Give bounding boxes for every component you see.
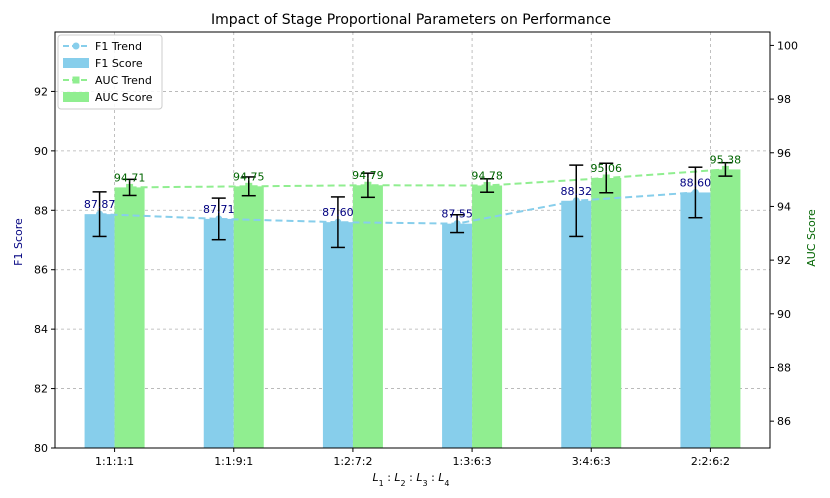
y-left-axis-label: F1 Score (12, 218, 25, 266)
f1-data-label: 87.60 (322, 206, 354, 219)
auc-trend-line (129, 168, 726, 189)
auc-data-label: 94.71 (114, 171, 146, 184)
x-axis-label-part: L (394, 471, 400, 484)
y-right-tick-label: 92 (777, 254, 791, 267)
f1-score-bar (680, 192, 711, 448)
auc-score-bar (710, 169, 741, 449)
auc-score-bar (233, 186, 264, 449)
y-right-axis-label: AUC Score (805, 209, 818, 267)
x-tick-label: 1:1:1:1 (95, 455, 134, 468)
f1-score-bar (203, 218, 234, 448)
legend-label: F1 Score (95, 57, 143, 70)
x-tick-label: 3:4:6:3 (572, 455, 611, 468)
auc-data-label: 95.38 (710, 153, 742, 166)
y-right-tick-label: 90 (777, 308, 791, 321)
chart-title: Impact of Stage Proportional Parameters … (211, 12, 611, 28)
auc-data-label: 94.79 (352, 169, 384, 182)
y-right-tick-label: 94 (777, 200, 791, 213)
x-axis-label-part: L (438, 471, 444, 484)
f1-data-label: 88.32 (561, 185, 593, 198)
y-left-tick-label: 90 (34, 145, 48, 158)
x-axis-label-part: L (416, 471, 422, 484)
f1-score-bar (322, 222, 353, 448)
legend-swatch-marker (72, 42, 80, 50)
x-axis-label-part: : (428, 471, 439, 484)
auc-score-bar (591, 178, 622, 449)
legend-label: AUC Score (95, 91, 153, 104)
auc-score-bar (114, 187, 145, 449)
lines-layer (96, 165, 729, 228)
y-left-tick-label: 84 (34, 323, 48, 336)
auc-data-label: 95.06 (591, 162, 623, 175)
f1-data-label: 87.71 (203, 203, 235, 216)
y-right-tick-label: 100 (777, 39, 798, 52)
x-axis-label: L1 : L2 : L3 : L4 (372, 471, 449, 488)
legend-label: F1 Trend (95, 40, 142, 53)
f1-data-label: 87.55 (441, 208, 473, 221)
y-left-tick-label: 80 (34, 442, 48, 455)
bars-layer (84, 169, 741, 449)
legend-box (57, 34, 163, 110)
f1-trend-line (99, 191, 696, 225)
legend: F1 Trend F1 Score AUC Trend AUC Score (57, 34, 163, 110)
x-axis-label-part: 3 (422, 479, 427, 488)
auc-score-bar (472, 185, 503, 448)
f1-data-label: 87.87 (84, 198, 116, 211)
y-left-tick-label: 88 (34, 204, 48, 217)
x-tick-label: 1:3:6:3 (453, 455, 492, 468)
y-left-tick-label: 86 (34, 264, 48, 277)
f1-score-bar (442, 223, 473, 448)
auc-data-label: 94.75 (233, 170, 265, 183)
auc-score-bar (352, 185, 383, 449)
y-right-tick-label: 88 (777, 361, 791, 374)
y-right-tick-label: 96 (777, 147, 791, 160)
f1-score-bar (561, 200, 592, 448)
axes-layer: 1:1:1:1 1:1:9:1 1:2:7:2 1:3:6:3 3:4:6:3 2:2:6… (34, 39, 798, 468)
legend-swatch-bar (63, 92, 89, 102)
legend-label: AUC Trend (95, 74, 152, 87)
auc-data-label: 94.78 (471, 170, 503, 183)
f1-data-label: 88.60 (680, 176, 712, 189)
x-axis-label-part: 4 (444, 479, 449, 488)
x-tick-label: 1:2:7:2 (333, 455, 372, 468)
x-axis-label-part: 2 (401, 479, 406, 488)
legend-swatch-bar (63, 58, 89, 68)
y-left-tick-label: 82 (34, 383, 48, 396)
y-left-tick-label: 92 (34, 85, 48, 98)
x-tick-label: 2:2:6:2 (691, 455, 730, 468)
x-axis-label-part: : (384, 471, 395, 484)
y-right-tick-label: 98 (777, 93, 791, 106)
labels-layer: 87.87 87.71 87.60 87.55 88.32 88.60 94.71 94.75… (84, 153, 741, 220)
f1-score-bar (84, 214, 115, 448)
x-axis-label-part: 1 (379, 479, 384, 488)
x-axis-label-part: : (406, 471, 417, 484)
legend-swatch-marker (72, 76, 80, 84)
x-axis-label-part: L (372, 471, 378, 484)
x-tick-label: 1:1:9:1 (214, 455, 253, 468)
errors-layer (92, 161, 733, 249)
y-right-tick-label: 86 (777, 415, 791, 428)
plot-frame (54, 31, 771, 449)
